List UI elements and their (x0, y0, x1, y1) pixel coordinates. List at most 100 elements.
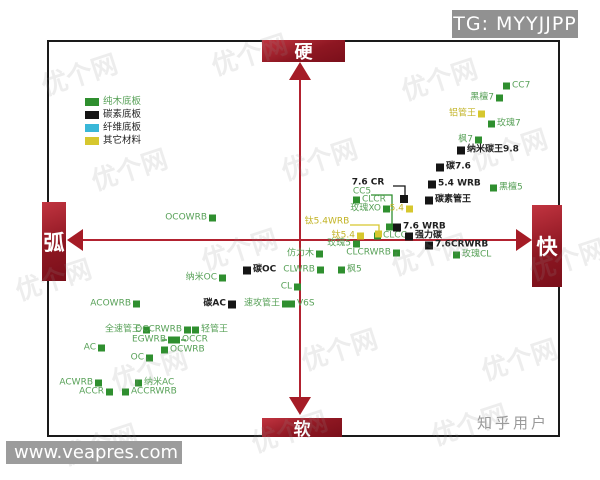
data-point: ACWRB (59, 377, 102, 388)
legend-label: 碳素底板 (103, 108, 142, 120)
data-point: OC (131, 353, 153, 363)
point-label: 纳米OC (185, 272, 217, 283)
point-marker-icon (95, 379, 102, 387)
vertical-axis-line (299, 78, 301, 398)
point-marker-icon (428, 180, 436, 188)
point-marker-icon (353, 196, 360, 204)
point-marker-icon (228, 300, 236, 308)
data-point (386, 223, 393, 231)
point-label: ACWRB (59, 377, 93, 388)
legend-label: 其它材料 (103, 134, 142, 146)
legend-label: 纯木底板 (103, 95, 142, 107)
point-marker-icon (393, 249, 400, 257)
data-point: 碳OC (243, 265, 276, 275)
data-point: 纳米OC (185, 272, 226, 283)
point-label: 全速管王 (104, 324, 141, 335)
point-marker-icon (133, 300, 140, 308)
data-point: 7.6 CR (352, 178, 385, 188)
point-marker-icon (143, 326, 150, 334)
point-marker-icon (316, 250, 323, 258)
point-marker-icon (425, 241, 433, 249)
data-point: 枫5 (338, 265, 362, 275)
point-marker-icon (496, 94, 503, 102)
point-marker-icon (400, 195, 408, 203)
point-label: AC (83, 342, 96, 353)
data-point (375, 230, 382, 238)
data-point: 轻管王 (192, 325, 228, 335)
data-point: ACOWRB (90, 299, 140, 309)
data-point: CLCRWRB (346, 247, 400, 258)
point-marker-icon (405, 232, 413, 240)
point-marker-icon (425, 196, 433, 204)
point-label: 碳7.6 (446, 161, 471, 172)
point-label: 纳米碳王9.8 (467, 144, 519, 155)
point-marker-icon (338, 266, 345, 274)
point-label: 玫瑰CL (462, 249, 492, 260)
point-label: OCWRB (170, 344, 205, 355)
axis-arrow-left-icon (67, 229, 83, 251)
data-point: 纳米AC (135, 377, 175, 388)
point-label: ACCR (79, 386, 104, 397)
point-marker-icon (243, 266, 251, 274)
point-marker-icon (406, 205, 413, 213)
axis-label-fast: 快 (532, 205, 562, 287)
point-label: 玫瑰7 (497, 118, 521, 129)
point-label: 5.4 (389, 203, 404, 214)
point-label: 枫7 (458, 134, 473, 145)
point-label: 黑檀5 (499, 182, 523, 193)
data-point: 7.6CRWRB (425, 240, 488, 250)
data-point: 玫瑰XO (350, 204, 390, 214)
data-point: CLWRB (283, 264, 324, 275)
point-label: ACCRWRB (131, 386, 177, 397)
legend-item: 纯木底板 (85, 95, 141, 108)
data-point: 仿力木 (287, 249, 323, 259)
point-label: CLCRWRB (346, 247, 391, 258)
point-label: 碳素管王 (435, 194, 472, 205)
data-point: 钛5.4 (332, 231, 364, 241)
point-marker-icon (209, 214, 216, 222)
data-point: ACCRWRB (122, 386, 177, 397)
point-label: 纳米AC (144, 377, 175, 388)
point-marker-icon (184, 326, 191, 334)
point-marker-icon (353, 240, 360, 248)
point-label: CLWRB (283, 264, 315, 275)
data-point: V6S (288, 299, 315, 309)
point-label: 玫瑰5 (327, 238, 351, 249)
point-marker-icon (453, 251, 460, 259)
data-point: OCWRB (161, 344, 205, 355)
point-marker-icon (393, 223, 401, 231)
point-label: OCOWRB (165, 212, 207, 223)
point-marker-icon (478, 110, 485, 118)
point-marker-icon (490, 184, 497, 192)
data-point: 黑檀5 (490, 182, 523, 193)
point-marker-icon (146, 354, 153, 362)
point-marker-icon (168, 336, 175, 344)
point-marker-icon (503, 82, 510, 90)
point-label: CL (280, 281, 292, 292)
point-label: CC5 (352, 186, 372, 197)
point-marker-icon (436, 163, 444, 171)
data-point: OCCR (173, 335, 208, 345)
axis-arrow-down-icon (289, 397, 311, 415)
axis-label-loop: 弧 (42, 202, 66, 281)
data-point: CC7 (503, 81, 530, 91)
point-label: 7.6 WRB (403, 221, 446, 232)
point-label: 速攻管王 (243, 298, 280, 309)
site-watermark-badge: www.veapres.com (6, 441, 182, 464)
legend-label: 纤维底板 (103, 121, 142, 133)
legend-item: 其它材料 (85, 134, 141, 147)
legend-item: 碳素底板 (85, 108, 141, 121)
data-point: 纳米碳王9.8 (457, 144, 519, 155)
data-point: OCOWRB (165, 212, 216, 223)
point-label: OCCRWRB (135, 324, 182, 335)
data-point: 速攻管王 (243, 298, 289, 309)
axis-arrow-right-icon (516, 229, 532, 251)
data-point: 5.4 (389, 203, 413, 214)
data-point: CC5 (352, 186, 372, 197)
point-marker-icon (375, 230, 382, 238)
axis-arrow-up-icon (289, 62, 311, 80)
horizontal-axis-line (81, 239, 517, 241)
point-marker-icon (219, 274, 226, 282)
data-point: AC (83, 342, 105, 353)
